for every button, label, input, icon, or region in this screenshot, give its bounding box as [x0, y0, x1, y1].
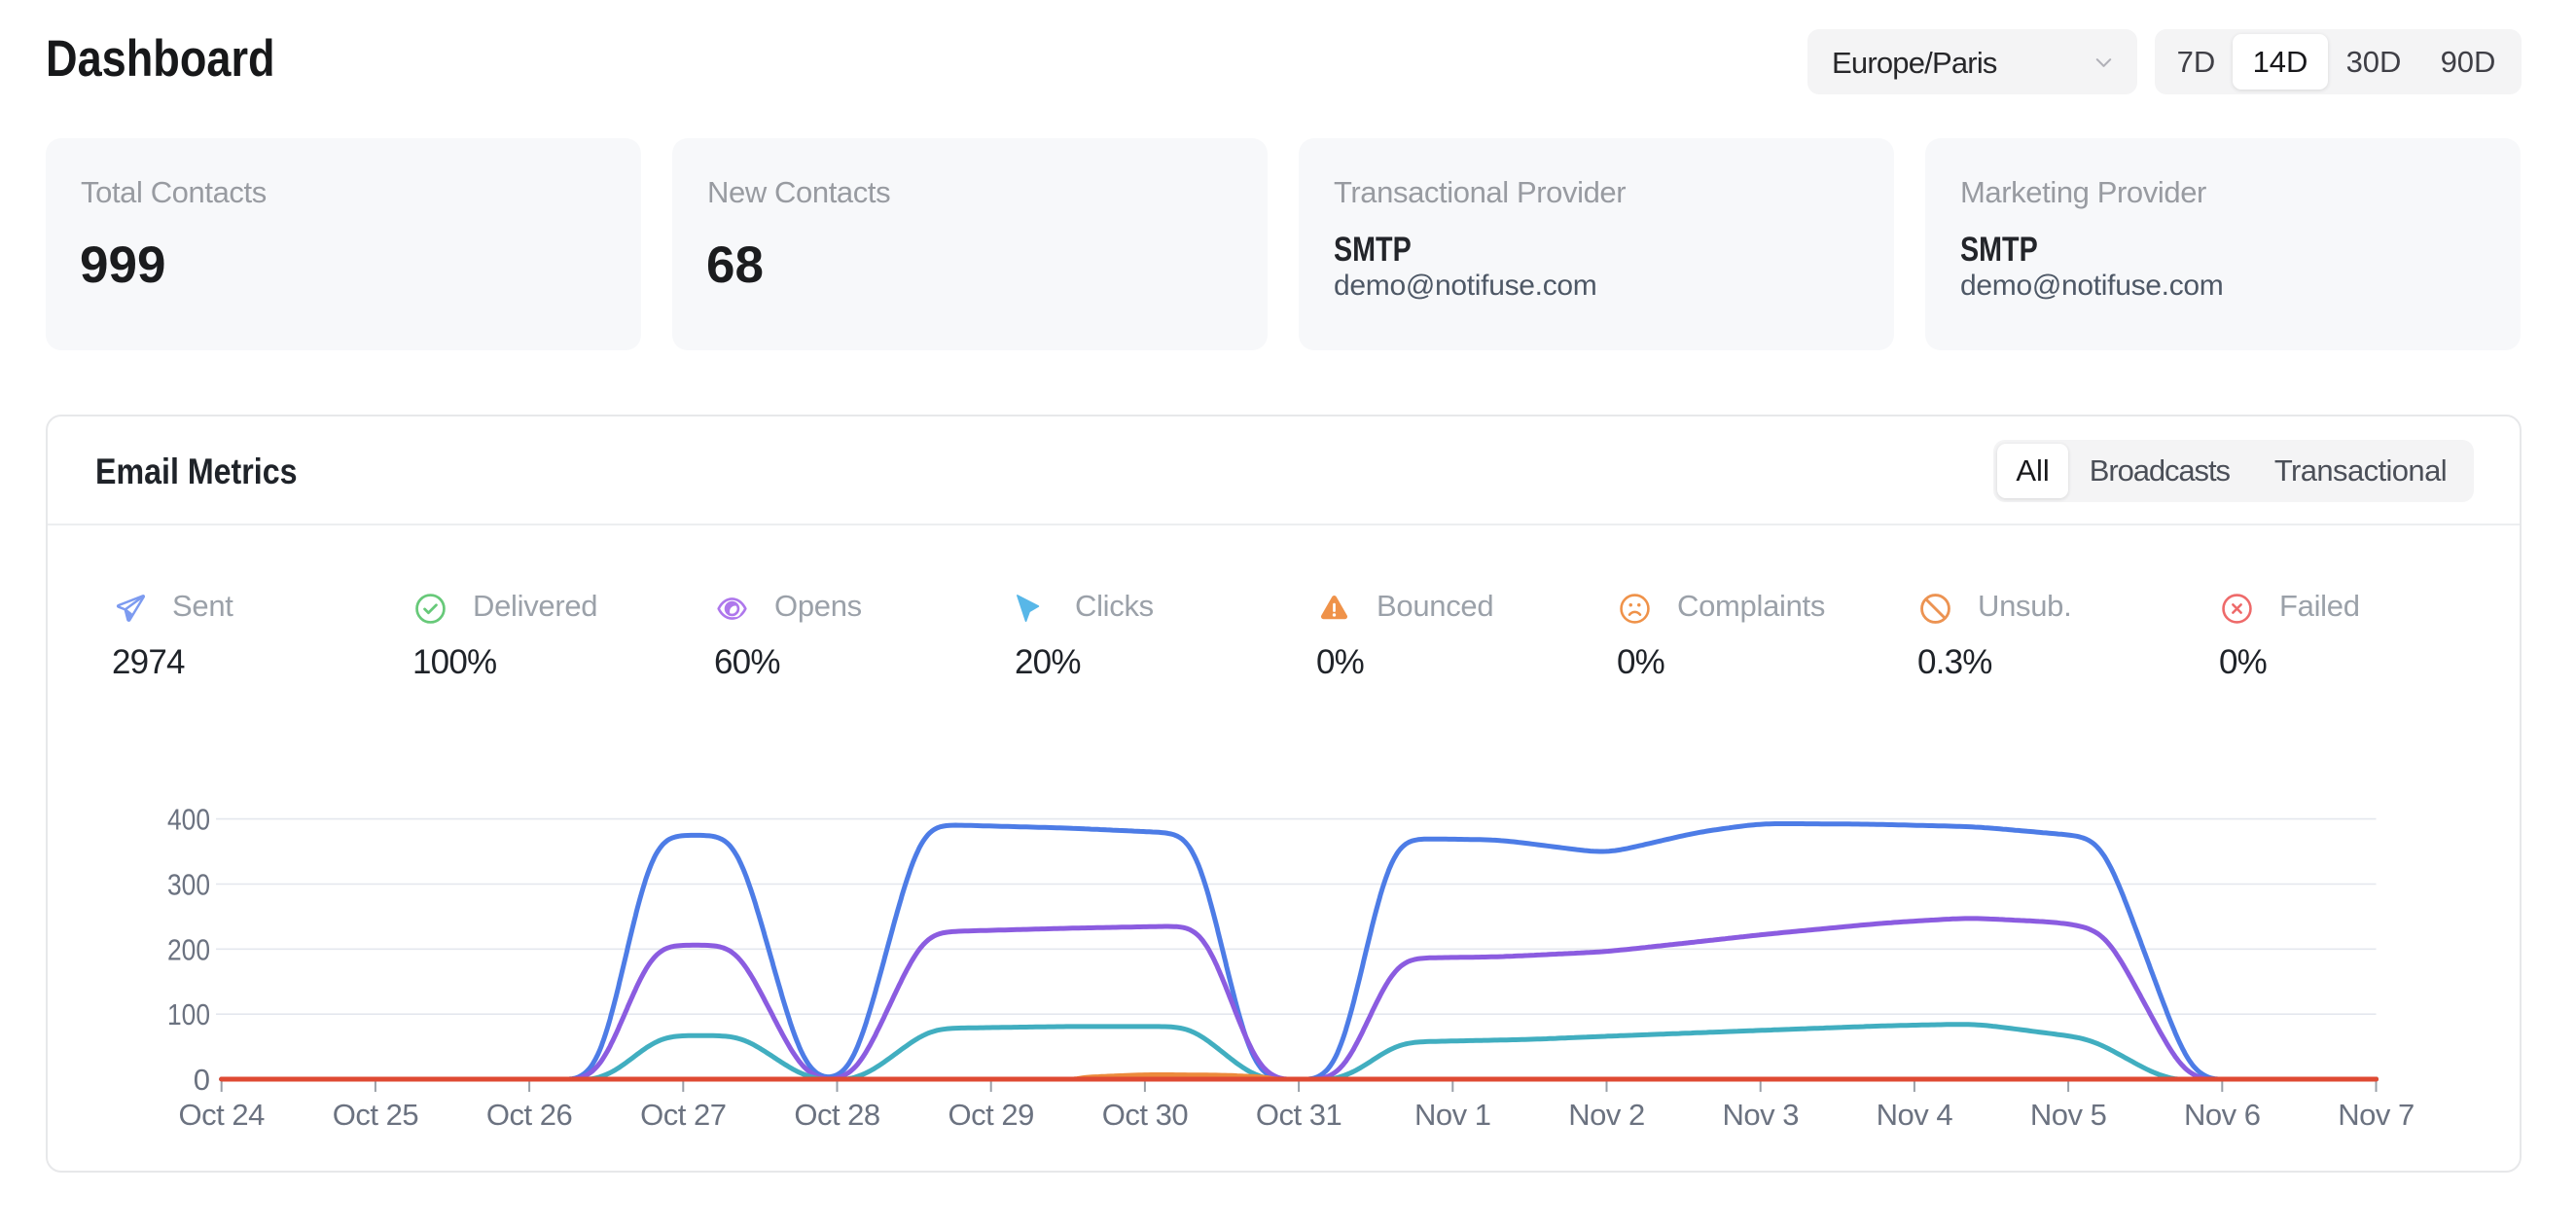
- svg-text:Oct 31: Oct 31: [1256, 1098, 1342, 1132]
- svg-text:Oct 28: Oct 28: [794, 1098, 879, 1132]
- svg-text:Oct 26: Oct 26: [486, 1098, 572, 1132]
- svg-text:Nov 5: Nov 5: [2030, 1098, 2106, 1132]
- svg-text:200: 200: [167, 932, 210, 966]
- svg-text:Oct 25: Oct 25: [333, 1098, 418, 1132]
- svg-text:100: 100: [167, 997, 210, 1031]
- svg-text:Nov 4: Nov 4: [1877, 1098, 1953, 1132]
- svg-text:Oct 27: Oct 27: [640, 1098, 726, 1132]
- svg-text:0: 0: [194, 1063, 210, 1097]
- svg-text:Oct 24: Oct 24: [179, 1098, 266, 1132]
- svg-text:Oct 30: Oct 30: [1102, 1098, 1189, 1132]
- svg-text:Oct 29: Oct 29: [948, 1098, 1034, 1132]
- svg-text:Nov 7: Nov 7: [2338, 1098, 2414, 1132]
- svg-text:Nov 6: Nov 6: [2184, 1098, 2260, 1132]
- svg-text:Nov 2: Nov 2: [1568, 1098, 1644, 1132]
- svg-text:Nov 1: Nov 1: [1414, 1098, 1490, 1132]
- svg-text:400: 400: [167, 803, 210, 837]
- svg-text:Nov 3: Nov 3: [1722, 1098, 1798, 1132]
- svg-text:300: 300: [167, 868, 210, 902]
